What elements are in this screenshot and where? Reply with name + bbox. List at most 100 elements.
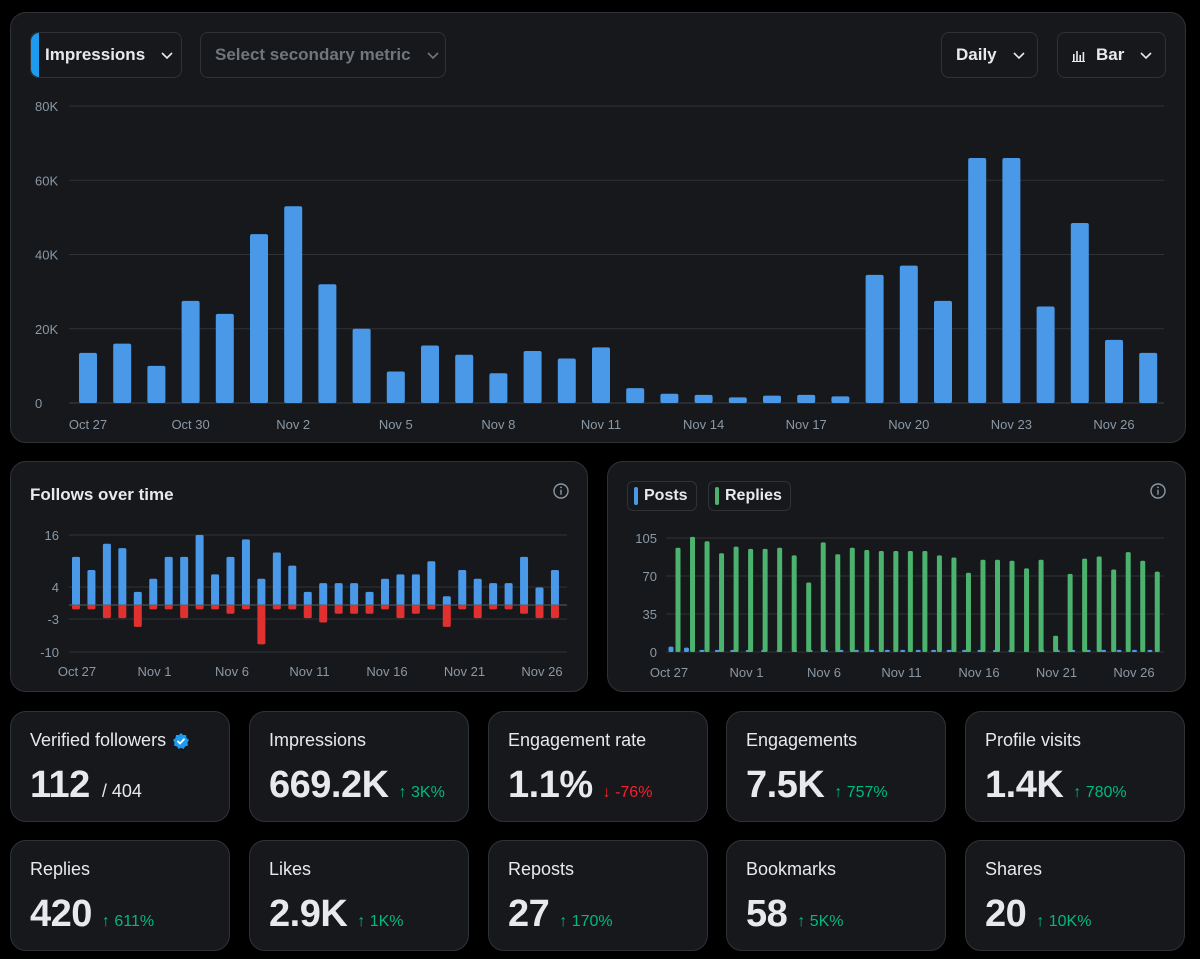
stat-card[interactable]: Reposts 27 ↑ 170%	[488, 840, 708, 951]
posts-bar	[1101, 649, 1107, 652]
primary-metric-label: Impressions	[45, 45, 146, 64]
follows-gained-bar	[381, 578, 389, 605]
stat-card[interactable]: Profile visits 1.4K ↑ 780%	[965, 711, 1185, 822]
verified-badge-icon	[173, 732, 190, 749]
x-tick-label: Nov 6	[215, 664, 249, 679]
follows-gained-bar	[180, 556, 189, 605]
follows-lost-bar	[149, 605, 158, 610]
secondary-metric-placeholder: Select secondary metric	[215, 45, 411, 64]
stat-label: Profile visits	[985, 730, 1081, 751]
follows-gained-bar	[288, 565, 297, 605]
x-tick-label: Nov 14	[683, 417, 724, 432]
follows-gained-bar	[458, 570, 467, 605]
replies-bar	[791, 555, 797, 652]
impressions-bar	[694, 394, 713, 403]
metric-color-indicator	[31, 33, 39, 77]
y-tick-label: 80K	[35, 99, 58, 114]
x-tick-label: Nov 21	[444, 664, 485, 679]
follows-gained-bar	[365, 591, 374, 605]
replies-bar	[1082, 558, 1088, 652]
chart-type-dropdown[interactable]: Bar	[1057, 32, 1166, 78]
replies-bar	[1067, 573, 1073, 652]
replies-bar	[704, 541, 710, 652]
stat-label-text: Impressions	[269, 730, 367, 750]
stat-value-row: 20 ↑ 10K%	[985, 893, 1091, 936]
posts-bar	[869, 649, 875, 652]
impressions-bar	[797, 394, 816, 403]
impressions-bar	[79, 352, 97, 403]
stat-card[interactable]: Impressions 669.2K ↑ 3K%	[249, 711, 469, 822]
stat-value: 112	[30, 764, 90, 806]
stat-label: Impressions	[269, 730, 366, 751]
y-tick-label: -10	[40, 645, 59, 660]
stat-change-up: ↑ 1K%	[357, 913, 404, 930]
follows-lost-bar	[365, 605, 374, 614]
posts-bar	[699, 649, 705, 652]
y-tick-label: 35	[643, 607, 657, 622]
stat-change-up: ↑ 611%	[101, 913, 155, 930]
info-icon[interactable]	[552, 482, 570, 500]
secondary-metric-dropdown[interactable]: Select secondary metric	[200, 32, 446, 78]
replies-bar	[1111, 569, 1117, 652]
posts-bar	[915, 649, 921, 652]
posts-bar	[884, 649, 890, 652]
stat-value: 669.2K	[269, 764, 389, 806]
stat-value: 27	[508, 893, 550, 935]
stat-label: Engagements	[746, 730, 857, 751]
stat-card[interactable]: Shares 20 ↑ 10K%	[965, 840, 1185, 951]
y-tick-label: 70	[643, 569, 657, 584]
follows-lost-bar	[504, 605, 513, 610]
x-tick-label: Nov 21	[1036, 665, 1077, 680]
legend-posts[interactable]: Posts	[627, 481, 697, 511]
replies-bar	[864, 549, 870, 652]
stat-value-row: 1.1% ↓ -76%	[508, 764, 652, 807]
impressions-bar	[352, 328, 371, 403]
stat-change-up: ↑ 5K%	[797, 913, 844, 930]
follows-gained-bar	[427, 561, 436, 605]
x-tick-label: Nov 26	[521, 664, 562, 679]
follows-bar-chart: 16 4 -3 -10 Oct 27 Nov 1 Nov 6 Nov 11 Nov 16 Nov …	[40, 528, 567, 679]
info-icon[interactable]	[1149, 482, 1167, 500]
interval-label: Daily	[956, 45, 997, 64]
follows-over-time-card: Follows over time 16 4 -3 -10 Oct 27 Nov 1 Nov…	[10, 461, 588, 692]
interval-dropdown[interactable]: Daily	[941, 32, 1038, 78]
follows-lost-bar	[133, 605, 142, 627]
primary-metric-dropdown[interactable]: Impressions	[30, 32, 182, 78]
stat-value: 1.4K	[985, 764, 1064, 806]
impressions-bar	[421, 345, 439, 403]
follows-gained-bar	[520, 556, 529, 605]
y-tick-label: 60K	[35, 173, 58, 188]
stat-label: Replies	[30, 859, 90, 880]
follows-gained-bar	[149, 578, 158, 605]
impressions-bar	[763, 395, 781, 403]
follows-lost-bar	[427, 605, 436, 610]
impressions-bar	[1070, 222, 1089, 403]
follows-lost-bar	[164, 605, 173, 610]
replies-bar	[762, 548, 768, 652]
follows-lost-bar	[303, 605, 312, 619]
stat-card[interactable]: Replies 420 ↑ 611%	[10, 840, 230, 951]
legend-replies[interactable]: Replies	[708, 481, 791, 511]
stat-label: Likes	[269, 859, 311, 880]
stat-card[interactable]: Engagements 7.5K ↑ 757%	[726, 711, 946, 822]
stat-card[interactable]: Verified followers 112 / 404	[10, 711, 230, 822]
stat-card[interactable]: Likes 2.9K ↑ 1K%	[249, 840, 469, 951]
follows-gained-bar	[195, 535, 204, 605]
chevron-down-icon	[427, 52, 439, 60]
x-tick-label: Nov 6	[807, 665, 841, 680]
x-tick-label: Oct 27	[58, 664, 96, 679]
chevron-down-icon	[1140, 52, 1152, 60]
stat-card[interactable]: Bookmarks 58 ↑ 5K%	[726, 840, 946, 951]
posts-replies-bar-chart: 105 70 35 0 Oct 27 Nov 1 Nov 6 Nov 11 Nov 16 Nov …	[635, 531, 1164, 680]
x-tick-label: Nov 26	[1093, 417, 1134, 432]
replies-bar	[1154, 571, 1160, 652]
x-tick-label: Nov 11	[581, 417, 621, 432]
follows-gained-bar	[241, 539, 250, 605]
stat-label: Shares	[985, 859, 1042, 880]
x-tick-label: Nov 1	[138, 664, 172, 679]
stat-value: 1.1%	[508, 764, 593, 806]
follows-gained-bar	[133, 591, 142, 605]
stat-card[interactable]: Engagement rate 1.1% ↓ -76%	[488, 711, 708, 822]
legend-replies-label: Replies	[725, 487, 782, 504]
stat-label-text: Replies	[30, 859, 91, 879]
